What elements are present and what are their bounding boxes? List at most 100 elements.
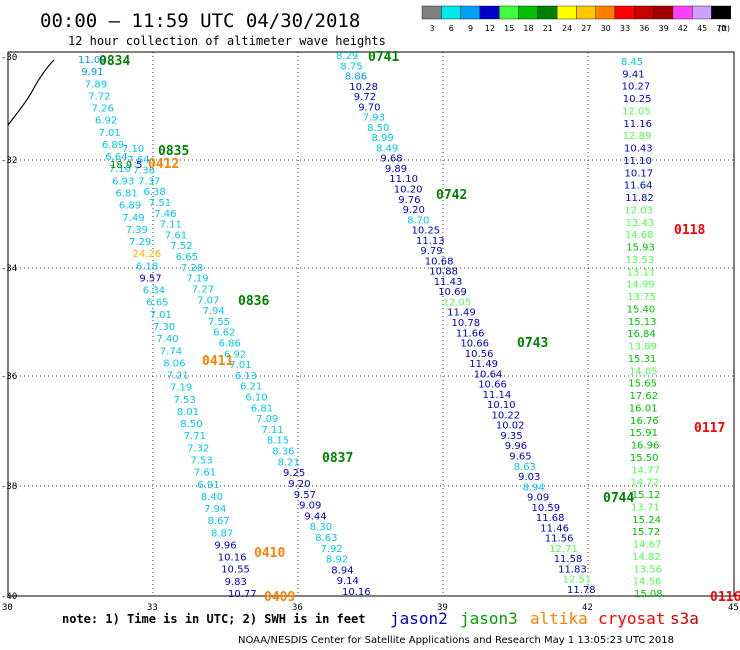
wave-height-value: 14.68: [625, 230, 654, 241]
wave-height-value: 14.82: [632, 552, 661, 563]
wave-height-value: 6.10: [245, 393, 267, 404]
wave-height-value: 7.53: [174, 395, 196, 406]
wave-height-value: 7.01: [150, 310, 172, 321]
scale-swatch: [460, 5, 481, 20]
wave-height-value: 8.21: [278, 457, 300, 468]
wave-height-value: 10.10: [487, 400, 516, 411]
wave-height-value: 8.15: [267, 436, 289, 447]
wave-height-value: 8.87: [211, 528, 233, 539]
wave-height-value: 10.27: [622, 82, 651, 93]
scale-label: 39: [659, 24, 669, 33]
wave-height-value: 6.64: [105, 152, 127, 163]
longitude-labels: 30 33 36 39 42 45: [2, 603, 739, 613]
wave-height-value: 12.03: [624, 206, 653, 217]
wave-height-value: 6.81: [116, 189, 138, 200]
satellite-legend-item: s3a: [670, 609, 699, 628]
lat-label: -40: [1, 592, 17, 602]
wave-height-value: 14.67: [633, 540, 662, 551]
wave-height-value: 10.66: [478, 380, 507, 391]
wave-height-value: 11.43: [434, 277, 463, 288]
wave-height-value: 13.71: [631, 502, 660, 513]
wave-height-value: 6.89: [119, 201, 141, 212]
latitude-labels: -30 -32 -34 -36 -38 -40: [1, 53, 17, 602]
wave-height-value: 13.75: [627, 292, 656, 303]
scale-swatch: [576, 5, 596, 20]
wave-height-value: 10.68: [425, 256, 454, 267]
scale-label: 3: [429, 24, 434, 33]
scale-swatch: [692, 5, 712, 20]
wave-height-value: 8.50: [180, 419, 202, 430]
wave-height-value: 10.17: [625, 168, 654, 179]
wave-height-value: 8.50: [367, 123, 389, 134]
wave-height-value: 7.37: [138, 176, 160, 187]
wave-height-value: 10.28: [349, 82, 378, 93]
wave-height-value: 10.59: [532, 503, 561, 514]
wave-height-value: 7.61: [165, 230, 187, 241]
satellite-legend-item: jason2: [390, 609, 448, 628]
wave-height-value: 16.96: [631, 441, 660, 452]
wave-height-value: 8.40: [201, 492, 223, 503]
scale-label: 18: [523, 24, 533, 33]
wave-height-value: 9.57: [139, 274, 161, 285]
scale-swatch: [518, 5, 538, 20]
wave-height-value: 9.91: [81, 67, 103, 78]
wave-height-value: 9.20: [403, 205, 425, 216]
scale-label: 27: [581, 24, 591, 33]
wave-height-value: 15.72: [632, 527, 661, 538]
scale-label: 33: [620, 24, 630, 33]
footer-credit: NOAA/NESDIS Center for Satellite Applica…: [238, 635, 674, 646]
wave-height-value: 10.66: [460, 339, 489, 350]
wave-height-value: 7.11: [262, 425, 284, 436]
wave-height-value: 11.64: [624, 181, 653, 192]
wave-height-value: 6.18: [136, 261, 158, 272]
wave-height-value: 10.16: [218, 553, 247, 564]
wave-height-value: 10.25: [412, 226, 441, 237]
wave-height-value: 8.92: [326, 555, 348, 566]
wave-height-value: 14.99: [626, 280, 655, 291]
scale-label: 15: [504, 24, 514, 33]
wave-height-value: 24.26: [133, 249, 162, 260]
lat-label: -36: [1, 372, 17, 382]
wave-height-value: 6.65: [176, 252, 198, 263]
scale-swatch: [711, 5, 731, 20]
wave-height-value: 10.25: [623, 94, 652, 105]
wave-height-value: 7.29: [129, 237, 151, 248]
wave-height-value: 11.07: [78, 55, 107, 66]
wave-height-value: 7.92: [321, 544, 343, 555]
wave-height-value: 11.13: [416, 236, 445, 247]
wave-height-value: 7.49: [122, 213, 144, 224]
map-title: 00:00 – 11:59 UTC 04/30/2018: [40, 10, 360, 32]
wave-height-value: 7.10: [122, 144, 144, 155]
wave-height-value: 11.16: [623, 119, 652, 130]
wave-height-value: 9.25: [283, 468, 305, 479]
lon-label: 42: [582, 603, 593, 613]
wave-height-value: 8.29: [336, 51, 358, 62]
wave-height-value: 16.76: [630, 416, 659, 427]
wave-height-value: 7.46: [154, 209, 176, 220]
lon-label: 39: [437, 603, 448, 613]
wave-height-value: 7.72: [88, 91, 110, 102]
color-scale-legend: 3 6 9 12 15 18 21 24 27 30 33 36 39 42 45 70: [421, 5, 731, 33]
lat-label: -38: [1, 482, 17, 492]
wave-height-value: 15.13: [628, 317, 657, 328]
wave-height-value: 8.06: [163, 358, 185, 369]
wave-height-value: 9.35: [500, 431, 522, 442]
wave-height-value: 13.11: [627, 267, 656, 278]
wave-height-value: 10.69: [438, 287, 467, 298]
wave-height-value: 12.05: [622, 107, 651, 118]
wave-height-value: 7.61: [194, 468, 216, 479]
wave-height-value: 8.45: [621, 57, 643, 68]
wave-height-value: 9.96: [505, 441, 527, 452]
lat-label: -34: [1, 264, 17, 274]
wave-height-value: 7.32: [187, 443, 209, 454]
wave-height-value: 7.30: [153, 322, 175, 333]
wave-height-value: 8.63: [315, 533, 337, 544]
wave-height-value: 6.92: [95, 116, 117, 127]
wave-height-value: 9.68: [380, 154, 402, 165]
scale-swatch: [672, 5, 693, 20]
wave-height-value: 10.20: [394, 185, 423, 196]
wave-height-value: 13.43: [626, 218, 655, 229]
wave-height-value: 6.92: [224, 349, 246, 360]
wave-height-value: 10.77: [228, 589, 257, 600]
